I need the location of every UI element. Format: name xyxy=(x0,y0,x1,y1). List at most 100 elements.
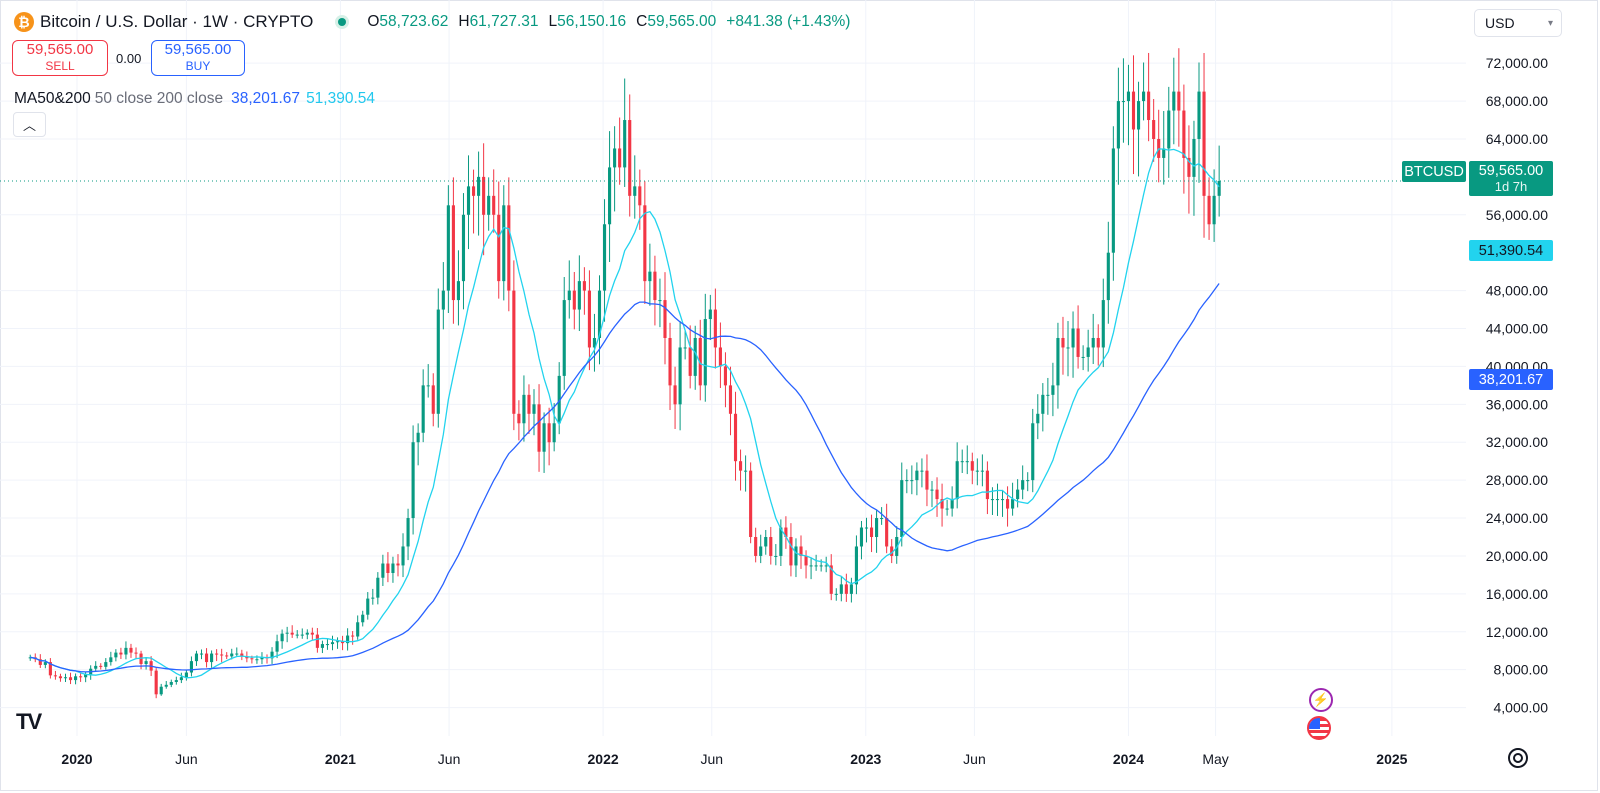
sell-button[interactable]: 59,565.00 SELL xyxy=(12,40,108,76)
collapse-legend-button[interactable]: ︿ xyxy=(13,112,46,137)
candle-body xyxy=(164,684,168,687)
candle-body xyxy=(940,499,944,509)
candle-body xyxy=(602,224,607,291)
candle-body xyxy=(517,413,521,424)
spread-value: 0.00 xyxy=(116,51,142,66)
symbol-title[interactable]: Bitcoin / U.S. Dollar · 1W · CRYPTO xyxy=(40,12,314,31)
ohlc-values: O58,723.62 H61,727.31 L56,150.16 C59,565… xyxy=(367,13,851,30)
candle-body xyxy=(1061,337,1065,348)
candle-body xyxy=(774,555,778,557)
candle-body xyxy=(179,677,183,681)
y-tick-label: 56,000.00 xyxy=(1486,207,1548,223)
y-tick-label: 72,000.00 xyxy=(1486,55,1548,71)
candle-body xyxy=(426,385,430,387)
candle-body xyxy=(738,461,743,471)
candle-body xyxy=(547,423,551,443)
x-tick-label: 2023 xyxy=(850,751,881,767)
candle-body xyxy=(1152,120,1156,139)
candle-body xyxy=(582,281,586,291)
candle-body xyxy=(396,563,400,566)
currency-value: USD xyxy=(1485,15,1515,31)
x-tick-label: Jun xyxy=(700,751,723,767)
candle-body xyxy=(1031,423,1035,481)
candle-body xyxy=(698,337,702,386)
y-tick-label: 20,000.00 xyxy=(1486,548,1548,564)
candle-body xyxy=(371,597,375,599)
candle-body xyxy=(416,432,420,443)
us-flag-icon[interactable] xyxy=(1307,716,1331,740)
y-tick-label: 36,000.00 xyxy=(1486,396,1548,412)
candle-body xyxy=(804,555,808,566)
candle-body xyxy=(346,635,350,644)
open-value: 58,723.62 xyxy=(379,13,449,30)
candle-body xyxy=(1016,489,1020,500)
candle-body xyxy=(930,489,934,491)
candle-body xyxy=(859,527,864,547)
candle-body xyxy=(915,470,919,481)
candle-body xyxy=(749,470,753,537)
candle-body xyxy=(1021,480,1025,490)
candle-body xyxy=(673,385,677,405)
candle-body xyxy=(1081,356,1085,358)
candle-body xyxy=(648,271,652,282)
candle-body xyxy=(461,214,466,282)
ma200-line xyxy=(30,283,1220,673)
candle-body xyxy=(366,598,370,615)
candle-body xyxy=(688,347,692,376)
settings-icon[interactable] xyxy=(1508,748,1528,768)
candle-body xyxy=(577,281,581,310)
candle-body xyxy=(819,565,823,567)
candle-body xyxy=(618,148,622,168)
candle-body xyxy=(411,442,415,519)
buy-button[interactable]: 59,565.00 BUY xyxy=(151,40,245,76)
candle-body xyxy=(1187,157,1191,177)
indicator-legend[interactable]: MA50&200 50 close 200 close 38,201.67 51,39… xyxy=(14,90,375,108)
market-status-icon[interactable] xyxy=(335,15,350,29)
ma200-value: 38,201.67 xyxy=(231,90,301,107)
tradingview-logo-icon[interactable]: TV xyxy=(16,709,42,734)
candle-body xyxy=(1162,148,1166,158)
candle-body xyxy=(814,565,818,567)
lightning-icon[interactable]: ⚡ xyxy=(1309,688,1333,712)
ma50-price-tag: 51,390.54 xyxy=(1469,240,1553,261)
candle-body xyxy=(562,300,566,376)
candle-body xyxy=(567,290,571,301)
candle-body xyxy=(144,661,148,664)
candle-body xyxy=(824,565,828,567)
candle-body xyxy=(945,508,949,510)
symbol-header[interactable]: ₿ Bitcoin / U.S. Dollar · 1W · CRYPTO O5… xyxy=(14,12,850,32)
candle-body xyxy=(608,167,612,225)
candle-body xyxy=(341,641,345,644)
candle-body xyxy=(592,337,597,348)
candle-body xyxy=(764,536,768,547)
candle-body xyxy=(975,470,979,472)
candle-body xyxy=(985,470,989,500)
candle-body xyxy=(1071,328,1075,348)
candle-body xyxy=(799,546,803,556)
candle-body xyxy=(310,632,314,635)
candle-body xyxy=(240,653,244,657)
candle-body xyxy=(1076,328,1080,357)
candle-body xyxy=(330,642,335,645)
chevron-up-icon: ︿ xyxy=(22,118,36,133)
candle-body xyxy=(890,546,894,556)
candle-body xyxy=(48,662,52,676)
candle-body xyxy=(199,653,204,655)
candle-body xyxy=(1167,110,1171,149)
candle-body xyxy=(864,527,869,529)
candle-body xyxy=(542,423,546,452)
candle-body xyxy=(1182,110,1186,158)
candle-body xyxy=(1126,91,1131,102)
candle-body xyxy=(1011,499,1015,509)
candle-body xyxy=(477,176,481,196)
candle-body xyxy=(1212,195,1216,225)
candle-body xyxy=(335,641,340,643)
candle-body xyxy=(225,655,229,657)
candle-body xyxy=(285,632,289,634)
candle-body xyxy=(139,653,143,664)
candle-body xyxy=(829,565,833,594)
candle-body xyxy=(990,499,995,501)
currency-select[interactable]: USD ▾ xyxy=(1474,9,1562,37)
y-tick-label: 4,000.00 xyxy=(1494,700,1549,716)
